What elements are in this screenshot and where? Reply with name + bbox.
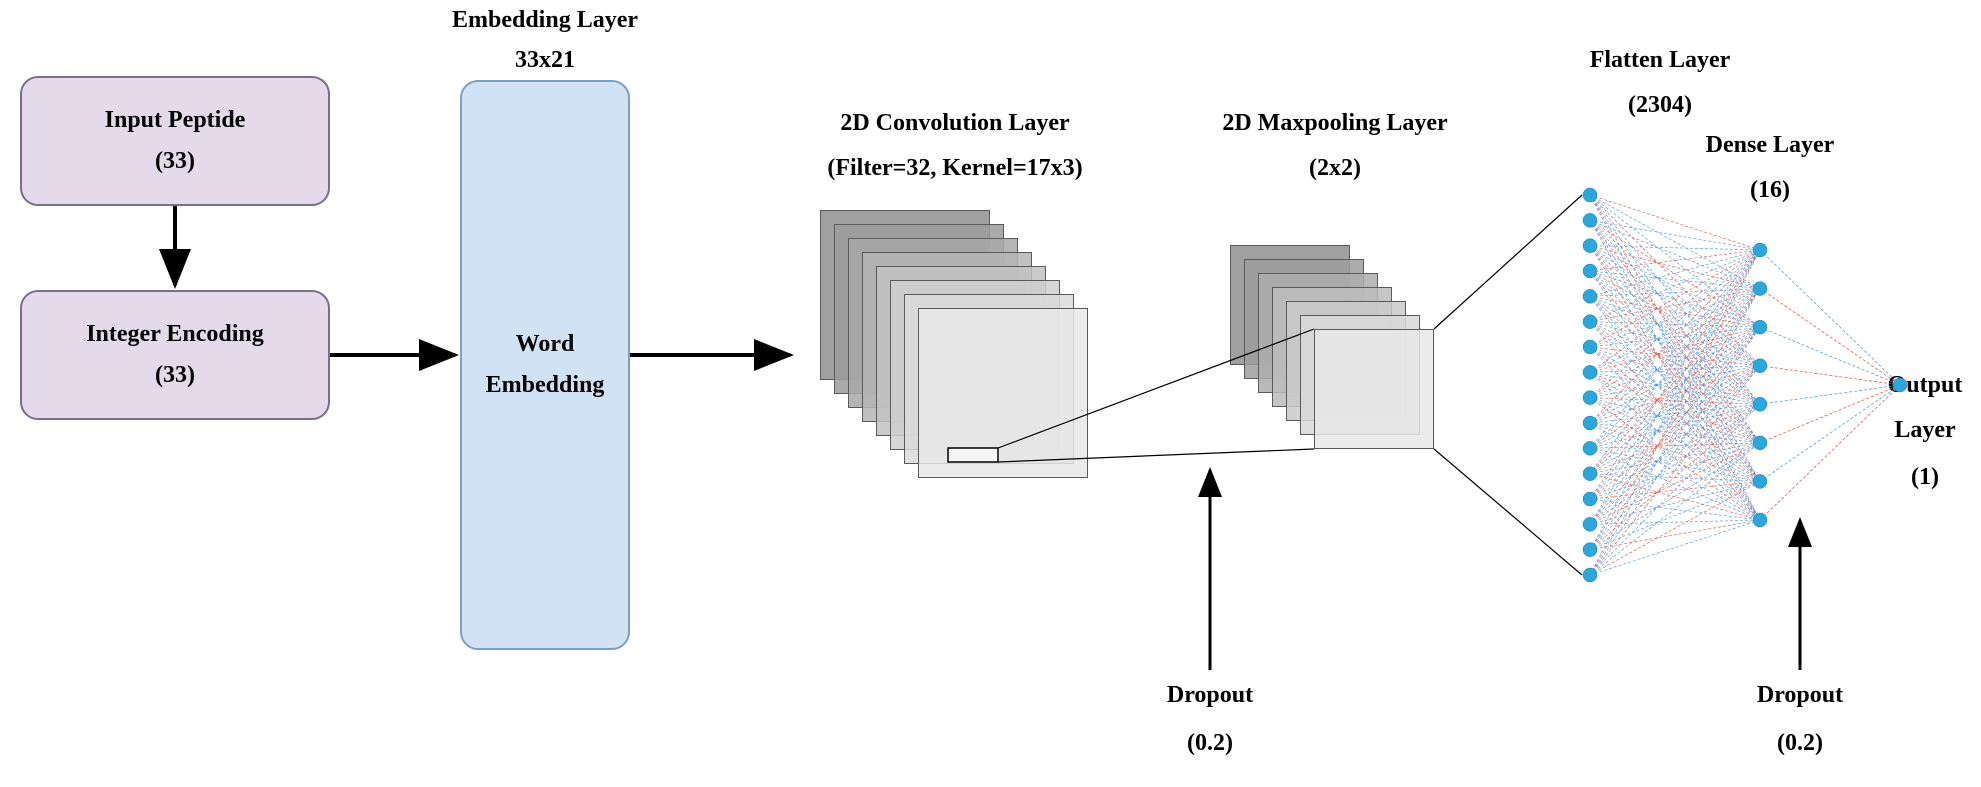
diagram-overlay	[0, 0, 1981, 787]
